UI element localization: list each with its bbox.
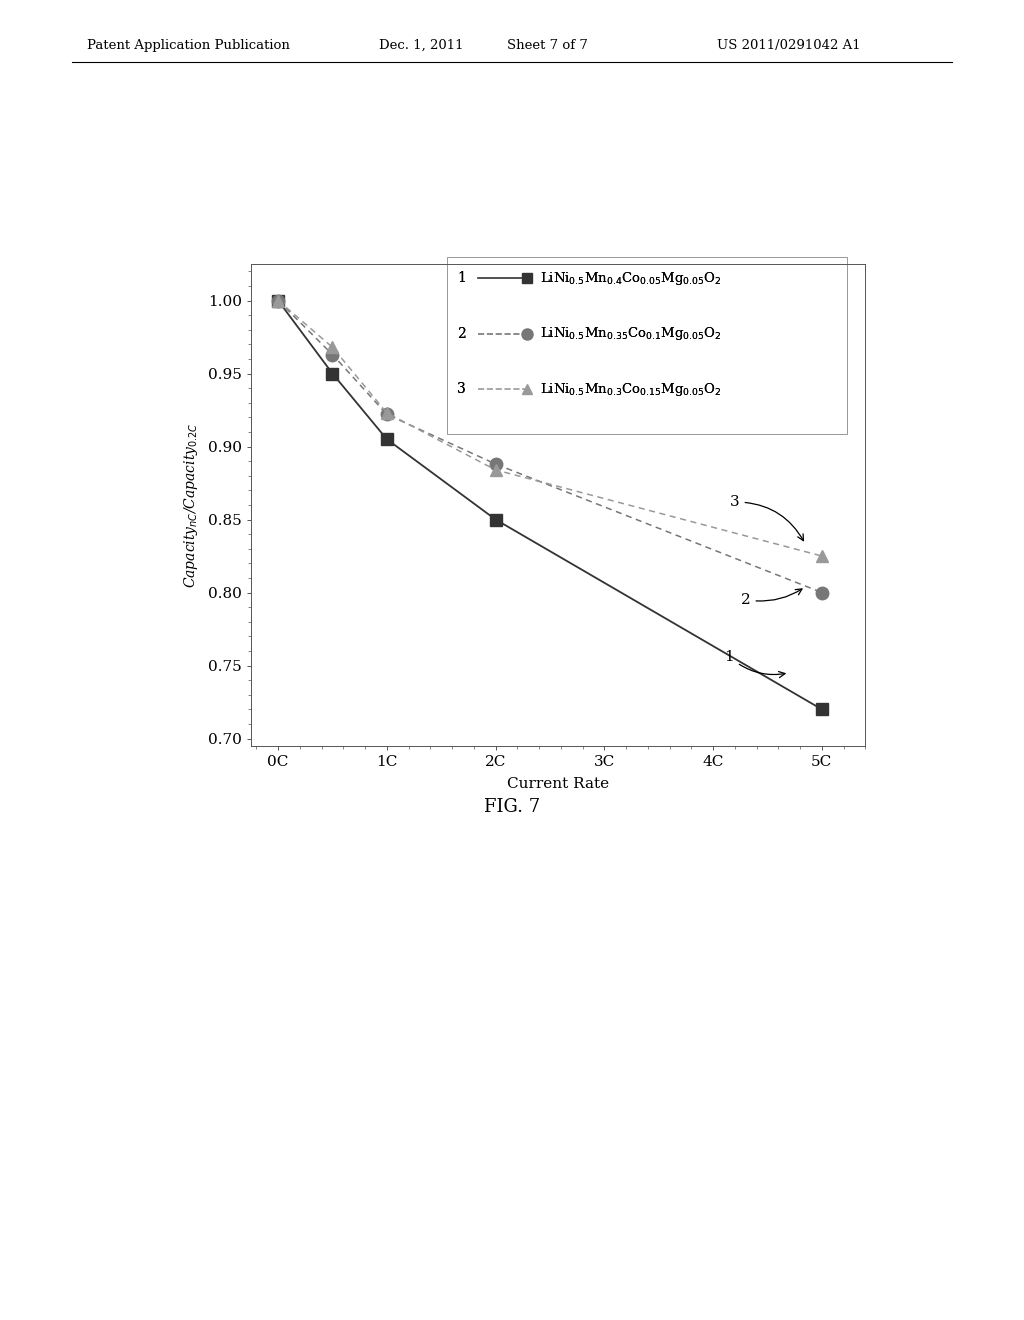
Text: 2: 2 (457, 327, 466, 341)
Text: LiNi$_{0.5}$Mn$_{0.4}$Co$_{0.05}$Mg$_{0.05}$O$_2$: LiNi$_{0.5}$Mn$_{0.4}$Co$_{0.05}$Mg$_{0.… (540, 271, 721, 286)
Text: 3: 3 (730, 495, 804, 541)
Text: Patent Application Publication: Patent Application Publication (87, 38, 290, 51)
Text: LiNi$_{0.5}$Mn$_{0.35}$Co$_{0.1}$Mg$_{0.05}$O$_2$: LiNi$_{0.5}$Mn$_{0.35}$Co$_{0.1}$Mg$_{0.… (540, 325, 721, 342)
Text: 1: 1 (724, 649, 785, 677)
Text: LiNi$_{0.5}$Mn$_{0.4}$Co$_{0.05}$Mg$_{0.05}$O$_2$: LiNi$_{0.5}$Mn$_{0.4}$Co$_{0.05}$Mg$_{0.… (540, 271, 721, 286)
X-axis label: Current Rate: Current Rate (507, 777, 609, 791)
Text: Sheet 7 of 7: Sheet 7 of 7 (507, 38, 588, 51)
Text: Dec. 1, 2011: Dec. 1, 2011 (379, 38, 464, 51)
Text: 3: 3 (457, 383, 466, 396)
Text: 2: 2 (457, 327, 466, 341)
Text: 2: 2 (740, 589, 802, 607)
Text: LiNi$_{0.5}$Mn$_{0.3}$Co$_{0.15}$Mg$_{0.05}$O$_2$: LiNi$_{0.5}$Mn$_{0.3}$Co$_{0.15}$Mg$_{0.… (540, 380, 721, 397)
Y-axis label: Capacity$_{nC}$/Capacity$_{0.2C}$: Capacity$_{nC}$/Capacity$_{0.2C}$ (181, 422, 200, 587)
Text: US 2011/0291042 A1: US 2011/0291042 A1 (717, 38, 860, 51)
Text: 3: 3 (457, 383, 466, 396)
Text: 1: 1 (457, 272, 466, 285)
FancyBboxPatch shape (447, 257, 847, 434)
Text: 1: 1 (457, 272, 466, 285)
Text: LiNi$_{0.5}$Mn$_{0.3}$Co$_{0.15}$Mg$_{0.05}$O$_2$: LiNi$_{0.5}$Mn$_{0.3}$Co$_{0.15}$Mg$_{0.… (540, 380, 721, 397)
Text: FIG. 7: FIG. 7 (484, 797, 540, 816)
Text: LiNi$_{0.5}$Mn$_{0.35}$Co$_{0.1}$Mg$_{0.05}$O$_2$: LiNi$_{0.5}$Mn$_{0.35}$Co$_{0.1}$Mg$_{0.… (540, 325, 721, 342)
